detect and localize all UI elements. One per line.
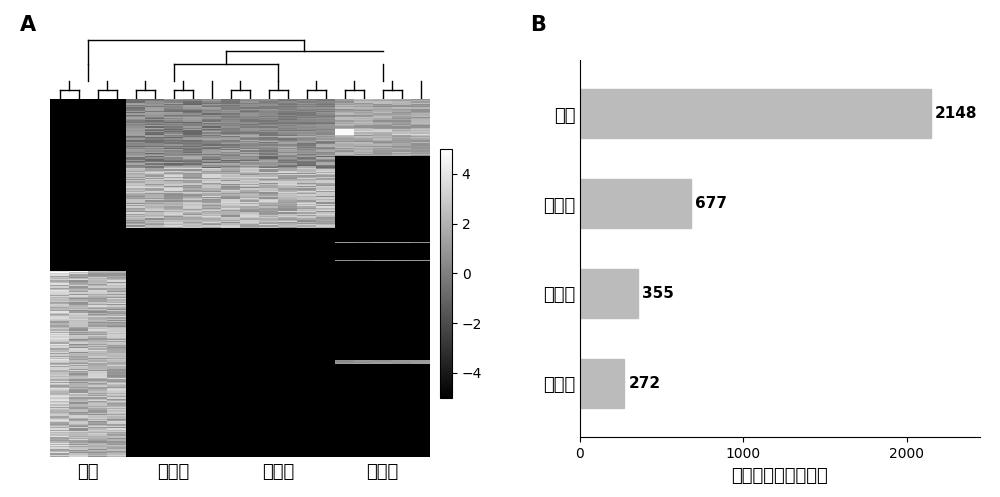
Text: 355: 355 [642,286,674,301]
Text: 677: 677 [695,196,727,211]
Bar [580,89,931,138]
Bar [580,179,691,228]
Bar [580,269,638,318]
Text: 272: 272 [628,376,661,391]
Bar [580,359,624,408]
Text: 2148: 2148 [935,106,977,121]
Text: B: B [530,15,546,35]
Text: A: A [20,15,36,35]
X-axis label: 部位特异性基因数量: 部位特异性基因数量 [732,467,828,485]
